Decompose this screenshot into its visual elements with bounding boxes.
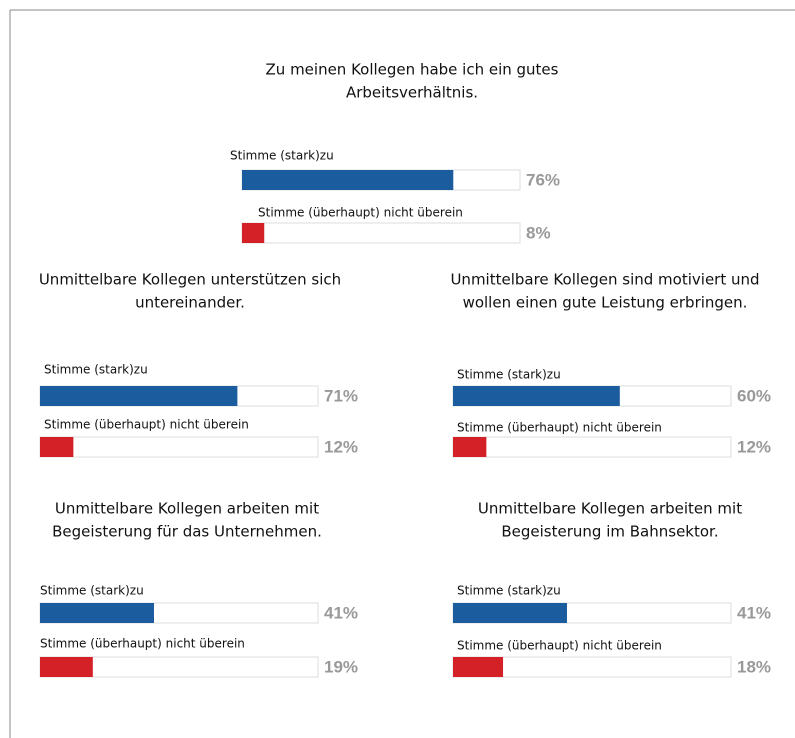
value-label: 19% — [324, 657, 358, 676]
bar — [453, 657, 504, 677]
bar-track — [452, 436, 732, 458]
category-label: Stimme (stark)zu — [457, 368, 561, 382]
category-label: Stimme (überhaupt) nicht überein — [44, 418, 249, 432]
chart-title: untereinander. — [135, 294, 245, 312]
chart-title: Begeisterung im Bahnsektor. — [501, 523, 718, 541]
bar — [453, 437, 487, 457]
chart-title: wollen einen gute Leistung erbringen. — [463, 294, 748, 312]
bar — [242, 223, 265, 243]
value-label: 18% — [737, 657, 771, 676]
value-label: 41% — [737, 603, 771, 622]
chart-title: Begeisterung für das Unternehmen. — [52, 523, 322, 541]
chart-title: Unmittelbare Kollegen arbeiten mit — [55, 500, 319, 518]
bar — [453, 603, 567, 623]
category-label: Stimme (überhaupt) nicht überein — [457, 639, 662, 653]
category-label: Stimme (überhaupt) nicht überein — [258, 206, 463, 220]
category-label: Stimme (stark)zu — [40, 584, 144, 598]
chart-title: Unmittelbare Kollegen sind motiviert und — [450, 271, 759, 289]
value-label: 12% — [737, 437, 771, 456]
bar — [40, 386, 238, 406]
bar — [40, 657, 93, 677]
chart-title: Unmittelbare Kollegen arbeiten mit — [478, 500, 742, 518]
bar-track — [39, 436, 319, 458]
chart-title: Zu meinen Kollegen habe ich ein gutes — [266, 61, 559, 79]
value-label: 8% — [526, 223, 551, 242]
bar — [40, 603, 154, 623]
category-label: Stimme (stark)zu — [44, 363, 148, 377]
bar — [453, 386, 620, 406]
category-label: Stimme (stark)zu — [457, 584, 561, 598]
bar — [242, 170, 454, 190]
chart-title: Unmittelbare Kollegen unterstützen sich — [39, 271, 341, 289]
value-label: 60% — [737, 386, 771, 405]
category-label: Stimme (stark)zu — [230, 149, 334, 163]
category-label: Stimme (überhaupt) nicht überein — [457, 421, 662, 435]
value-label: 12% — [324, 437, 358, 456]
category-label: Stimme (überhaupt) nicht überein — [40, 637, 245, 651]
chart-title: Arbeitsverhältnis. — [346, 84, 478, 102]
value-label: 71% — [324, 386, 358, 405]
bar-track — [241, 222, 521, 244]
bar — [40, 437, 74, 457]
value-label: 41% — [324, 603, 358, 622]
value-label: 76% — [526, 170, 560, 189]
